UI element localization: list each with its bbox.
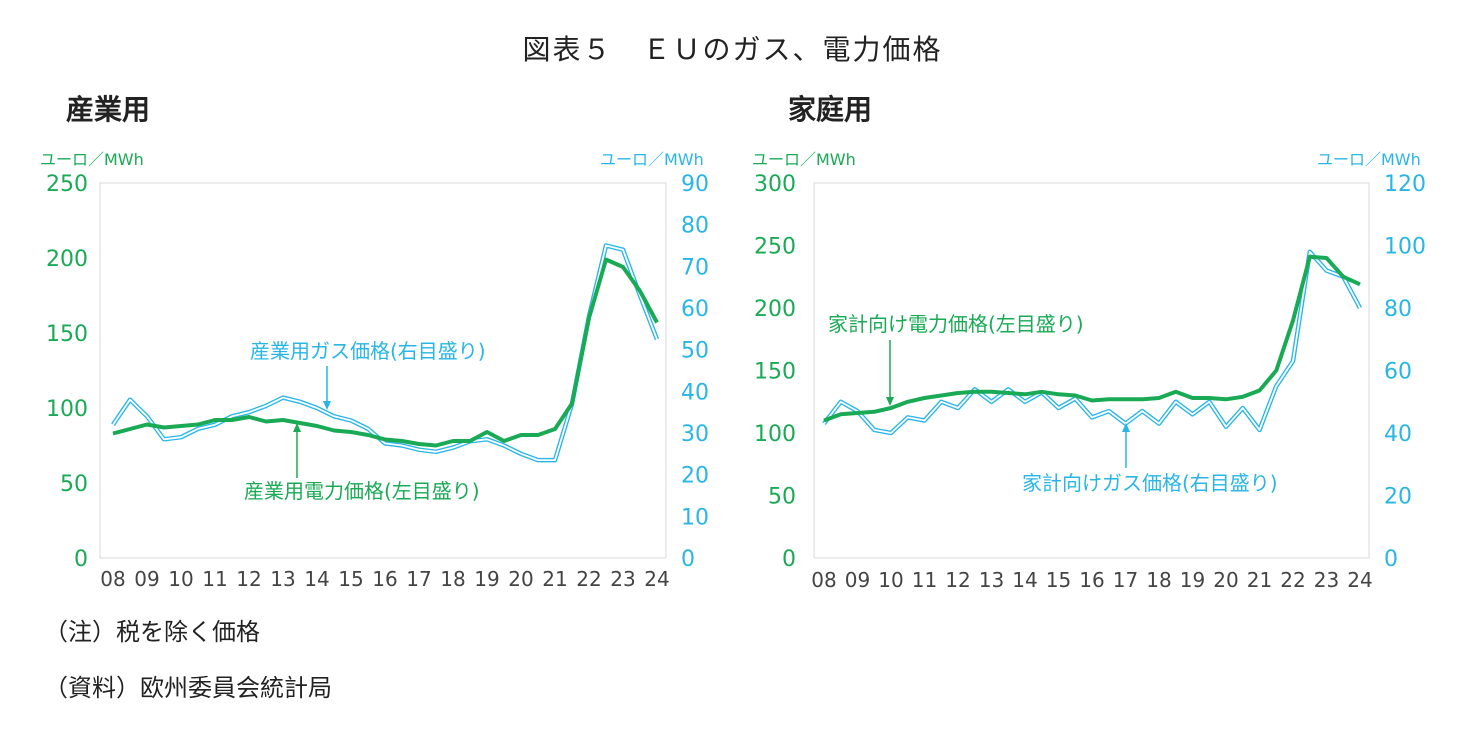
right-axis-tick-label: 100	[1384, 235, 1426, 260]
electricity-price-line	[823, 254, 1361, 423]
panel-title-household: 家庭用	[788, 93, 873, 126]
x-axis-ticks: 08 09 10 11 12 13 14 15 16 17 18 19 20 21 22 23 24	[100, 567, 669, 591]
left-axis-tick-label: 250	[46, 172, 88, 197]
electricity-label-arrow	[293, 423, 301, 432]
x-axis-tick-label: 22	[1280, 568, 1305, 592]
x-axis-tick-label: 08	[811, 568, 836, 592]
right-axis-tick-label: 40	[1384, 422, 1412, 447]
x-axis-tick-label: 09	[845, 568, 870, 592]
panel-title-industrial: 産業用	[66, 93, 151, 126]
left-axis-tick-label: 100	[46, 397, 88, 422]
x-axis-tick-label: 20	[508, 567, 533, 591]
gas-series-label: 産業用ガス価格(右目盛り)	[250, 339, 486, 363]
gas-price-line-inner	[112, 244, 658, 462]
gas-label-arrow	[1122, 423, 1130, 432]
x-axis-tick-label: 17	[406, 567, 431, 591]
x-axis-tick-label: 10	[168, 567, 193, 591]
x-axis-tick-label: 23	[1314, 568, 1339, 592]
plot-frame	[813, 182, 1370, 559]
right-axis-tick-label: 0	[681, 547, 695, 572]
x-axis-tick-label: 21	[542, 567, 567, 591]
right-axis-tick-label: 70	[681, 255, 709, 280]
x-axis-tick-label: 24	[1347, 568, 1372, 592]
chart-household: 0 50 100 150 200 250 300 0 20 40 60 80 100 120 08 09 1…	[754, 172, 1426, 592]
x-axis-tick-label: 18	[440, 567, 465, 591]
left-axis-tick-label: 0	[74, 547, 88, 572]
left-axis-unit-household: ユーロ／MWh	[752, 150, 856, 169]
right-axis-tick-label: 80	[681, 214, 709, 239]
x-axis-tick-label: 17	[1113, 568, 1138, 592]
electricity-series-label: 家計向け電力価格(左目盛り)	[828, 312, 1084, 336]
right-axis-tick-label: 50	[681, 339, 709, 364]
right-axis-tick-label: 10	[681, 505, 709, 530]
left-axis-tick-label: 0	[782, 547, 796, 572]
right-axis-tick-label: 90	[681, 172, 709, 197]
x-axis-tick-label: 14	[1012, 568, 1037, 592]
left-axis-tick-label: 150	[46, 322, 88, 347]
gas-label-arrow	[323, 401, 331, 410]
x-axis-tick-label: 10	[878, 568, 903, 592]
x-axis-tick-label: 22	[576, 567, 601, 591]
right-axis-tick-label: 30	[681, 422, 709, 447]
left-axis-ticks: 0 50 100 150 200 250	[46, 172, 88, 572]
x-axis-tick-label: 09	[134, 567, 159, 591]
gas-price-line-inner	[823, 250, 1361, 434]
right-axis-tick-label: 60	[681, 297, 709, 322]
electricity-label-arrow	[886, 397, 894, 406]
right-axis-tick-label: 20	[681, 464, 709, 489]
x-axis-tick-label: 14	[304, 567, 329, 591]
figure-title: 図表５ ＥＵのガス、電力価格	[522, 33, 943, 66]
source-text: （資料）欧州委員会統計局	[44, 674, 332, 702]
chart-industrial: 0 50 100 150 200 250 0 10 20 30 40 50 60 70 80 90 08 09…	[46, 172, 709, 591]
left-axis-ticks: 0 50 100 150 200 250 300	[754, 172, 796, 572]
x-axis-tick-label: 12	[945, 568, 970, 592]
left-axis-unit-industrial: ユーロ／MWh	[40, 150, 144, 169]
right-axis-tick-label: 0	[1384, 547, 1398, 572]
note-text: （注）税を除く価格	[44, 618, 260, 646]
x-axis-tick-label: 23	[610, 567, 635, 591]
right-axis-tick-label: 40	[681, 380, 709, 405]
x-axis-tick-label: 16	[372, 567, 397, 591]
gas-price-line-outer	[822, 249, 1362, 436]
x-axis-tick-label: 11	[912, 568, 937, 592]
left-axis-tick-label: 300	[754, 172, 796, 197]
x-axis-tick-label: 08	[100, 567, 125, 591]
x-axis-tick-label: 19	[474, 567, 499, 591]
left-axis-tick-label: 50	[60, 472, 88, 497]
right-axis-tick-label: 60	[1384, 360, 1412, 385]
left-axis-tick-label: 50	[768, 485, 796, 510]
right-axis-tick-label: 80	[1384, 297, 1412, 322]
electricity-price-line	[112, 257, 659, 448]
left-axis-tick-label: 200	[46, 247, 88, 272]
right-axis-ticks: 0 20 40 60 80 100 120	[1384, 172, 1426, 572]
x-axis-tick-label: 15	[338, 567, 363, 591]
gas-series-label: 家計向けガス価格(右目盛り)	[1022, 471, 1278, 495]
x-axis-tick-label: 12	[236, 567, 261, 591]
x-axis-tick-label: 24	[644, 567, 669, 591]
x-axis-tick-label: 13	[979, 568, 1004, 592]
left-axis-tick-label: 150	[754, 360, 796, 385]
x-axis-tick-label: 18	[1146, 568, 1171, 592]
x-axis-tick-label: 13	[270, 567, 295, 591]
plot-frame	[99, 182, 667, 559]
x-axis-tick-label: 11	[202, 567, 227, 591]
left-axis-tick-label: 250	[754, 235, 796, 260]
right-axis-tick-label: 120	[1384, 172, 1426, 197]
x-axis-tick-label: 20	[1213, 568, 1238, 592]
right-axis-tick-label: 20	[1384, 485, 1412, 510]
electricity-series-label: 産業用電力価格(左目盛り)	[244, 479, 480, 503]
x-axis-ticks: 08 09 10 11 12 13 14 15 16 17 18 19 20 21 22 23 24	[811, 568, 1372, 592]
left-axis-tick-label: 100	[754, 422, 796, 447]
right-axis-unit-industrial: ユーロ／MWh	[600, 150, 704, 169]
right-axis-unit-household: ユーロ／MWh	[1317, 150, 1421, 169]
x-axis-tick-label: 21	[1247, 568, 1272, 592]
right-axis-ticks: 0 10 20 30 40 50 60 70 80 90	[681, 172, 709, 572]
x-axis-tick-label: 15	[1046, 568, 1071, 592]
left-axis-tick-label: 200	[754, 297, 796, 322]
x-axis-tick-label: 16	[1079, 568, 1104, 592]
x-axis-tick-label: 19	[1180, 568, 1205, 592]
